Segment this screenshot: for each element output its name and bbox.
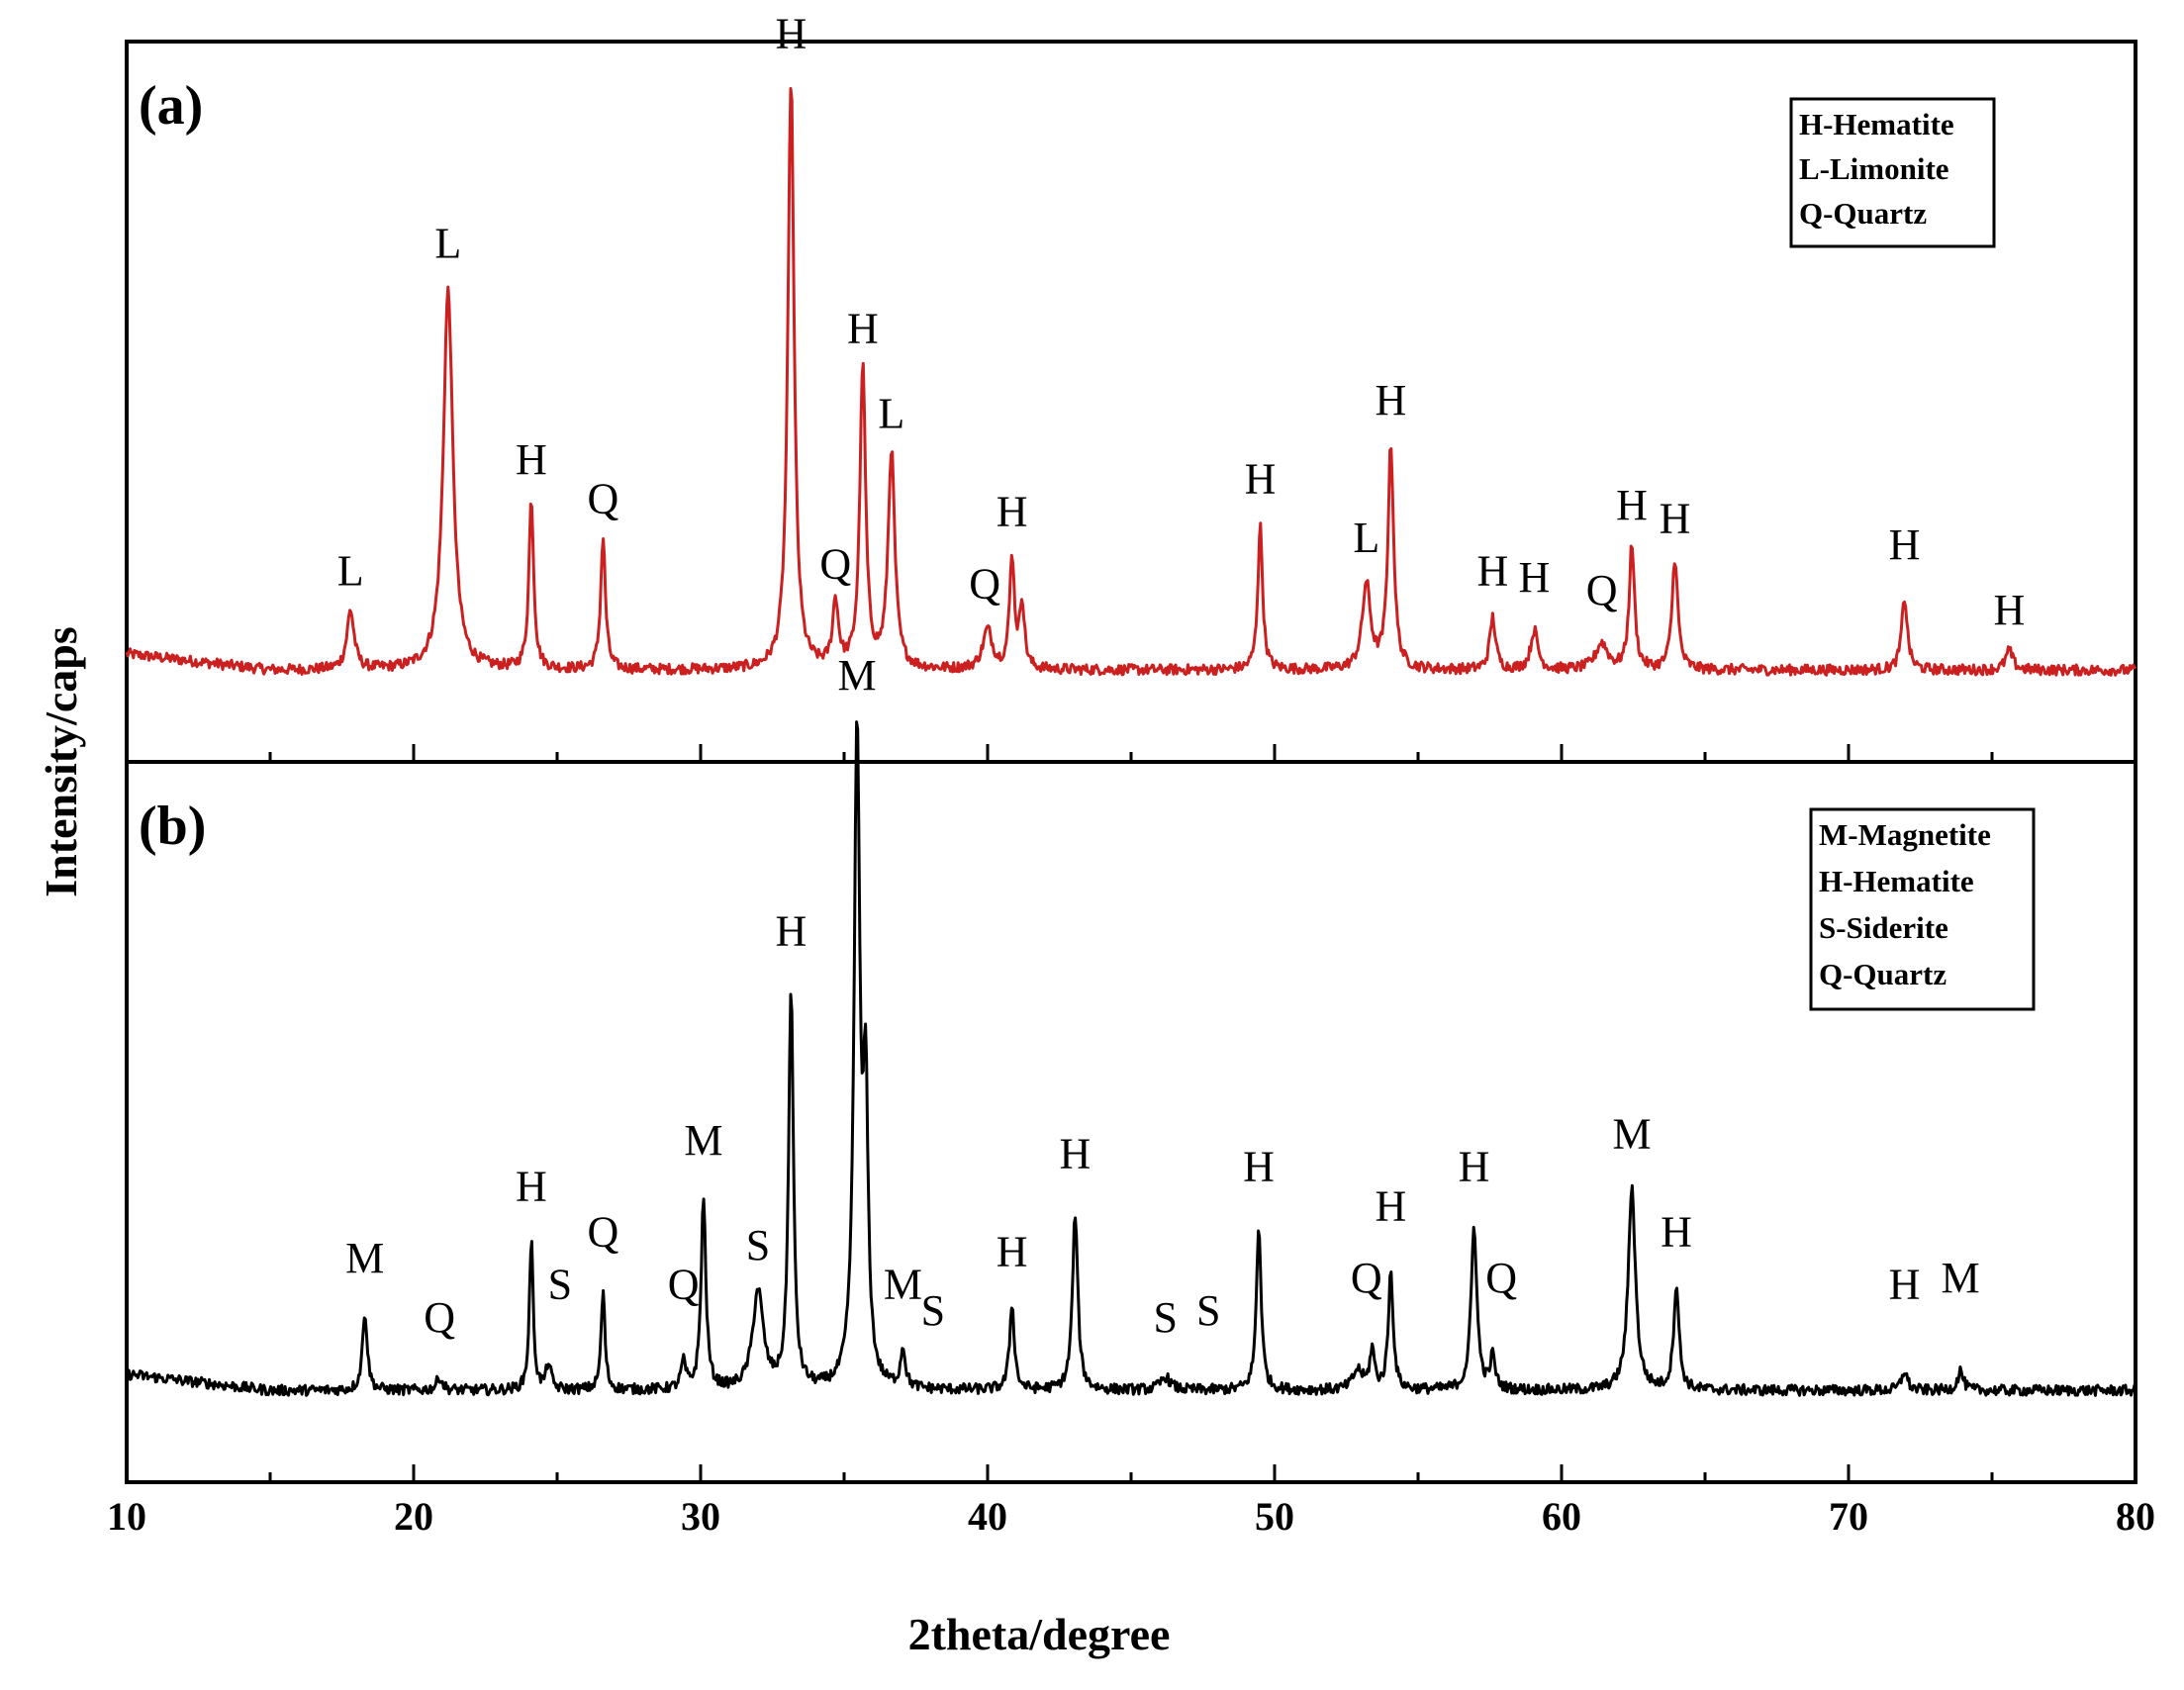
panel-b-peak-label: M <box>837 651 876 700</box>
panel-a-peak-label: L <box>337 546 364 595</box>
panel-a-legend: H-Hematite L-Limonite Q-Quartz <box>1789 97 1996 248</box>
x-tick-label: 50 <box>1255 1494 1294 1539</box>
panel-b-peak-label: H <box>1889 1261 1921 1309</box>
panel-a-peak-label: Q <box>969 560 1000 609</box>
panel-b-peak-label: H <box>1459 1143 1490 1191</box>
panel-a-peak-label: H <box>997 488 1028 536</box>
panel-a-peak-label: H <box>1519 553 1551 602</box>
x-tick-label: 10 <box>107 1494 146 1539</box>
x-tick-label: 20 <box>394 1494 433 1539</box>
panel-b-peak-label: H <box>1243 1143 1275 1191</box>
panel-a-legend-entry: Q-Quartz <box>1799 196 1927 231</box>
panel-b-peak-label: Q <box>1351 1254 1382 1302</box>
panel-b-peak-label: S <box>548 1261 572 1309</box>
panel-b-peak-label: Q <box>1485 1254 1517 1302</box>
x-axis-title: 2theta/degree <box>908 1609 1171 1659</box>
panel-a-peak-label: H <box>1245 455 1277 504</box>
panel-b-peak-label: M <box>684 1116 722 1165</box>
panel-b-peak-label: M <box>884 1261 922 1309</box>
panel-b-peak-label: Q <box>668 1261 700 1309</box>
panel-b-peak-label: S <box>1154 1293 1178 1342</box>
panel-a-peak-label: H <box>1994 586 2026 634</box>
panel-b-peak-label: M <box>1942 1254 1980 1302</box>
x-tick-label: 30 <box>681 1494 720 1539</box>
panel-a-legend-box <box>1789 97 1996 248</box>
panel-a-peak-label: L <box>1353 514 1379 562</box>
panel-b-peak-label: H <box>516 1162 547 1210</box>
panel-a-peak-label: Q <box>588 475 619 523</box>
panel-b-peak-label: H <box>775 906 807 955</box>
panel-b-peak-label: S <box>1196 1286 1220 1335</box>
x-tick-label: 80 <box>2116 1494 2155 1539</box>
panel-a-peak-label: H <box>1616 481 1648 529</box>
panel-a-peak-label: H <box>1477 546 1509 595</box>
panel-b-legend-entry: S-Siderite <box>1819 910 1948 945</box>
panel-a-peak-label: H <box>1660 494 1691 542</box>
panel-b-legend-entry: M-Magnetite <box>1819 817 1991 852</box>
panel-a-peak-label: H <box>1376 376 1407 424</box>
x-tick-label: 70 <box>1829 1494 1868 1539</box>
panel-b-peak-label: Q <box>588 1208 619 1257</box>
panel-b-peak-label: H <box>1376 1181 1407 1230</box>
panel-a-peak-label: H <box>847 304 879 352</box>
panel-a-peak-label: L <box>434 219 461 267</box>
panel-b-peak-label: H <box>997 1228 1028 1276</box>
panel-b-pattern-line <box>125 720 2137 1397</box>
panel-b-legend-box <box>1809 807 2036 1011</box>
panel-a-peak-label: Q <box>1586 566 1618 614</box>
panel-b-peak-label: H <box>1060 1129 1092 1177</box>
panel-a-peak-label: H <box>1889 520 1921 569</box>
panel-a-legend-entry: L-Limonite <box>1799 151 1949 186</box>
panel-b-legend-entry: H-Hematite <box>1819 864 1974 898</box>
panel-b-legend-entry: Q-Quartz <box>1819 957 1947 991</box>
panel-a-peak-label: L <box>878 389 904 437</box>
panel-b-peak-label: H <box>1661 1208 1692 1257</box>
panel-a-peak-label: H <box>516 435 547 484</box>
panel-b-peak-label: Q <box>424 1293 455 1342</box>
x-tick-label: 60 <box>1542 1494 1581 1539</box>
x-tick-label: 40 <box>968 1494 1007 1539</box>
panel-a-pattern-line <box>125 87 2137 677</box>
panel-b-peak-label: S <box>746 1221 770 1269</box>
panel-b-peak-label: M <box>1612 1109 1651 1158</box>
panel-b-legend: M-Magnetite H-Hematite S-Siderite Q-Quartz <box>1809 807 2036 1011</box>
panel-b-label: (b) <box>139 796 206 857</box>
y-axis-title: Intensity/caps <box>36 626 86 896</box>
panel-b-peak-label: S <box>921 1286 945 1335</box>
panel-a-peak-label: Q <box>819 540 851 589</box>
panel-b-peak-label: M <box>345 1234 384 1282</box>
panel-a-peak-label: H <box>775 10 807 58</box>
panel-a-legend-entry: H-Hematite <box>1799 107 1954 141</box>
panel-a-label: (a) <box>139 75 203 137</box>
